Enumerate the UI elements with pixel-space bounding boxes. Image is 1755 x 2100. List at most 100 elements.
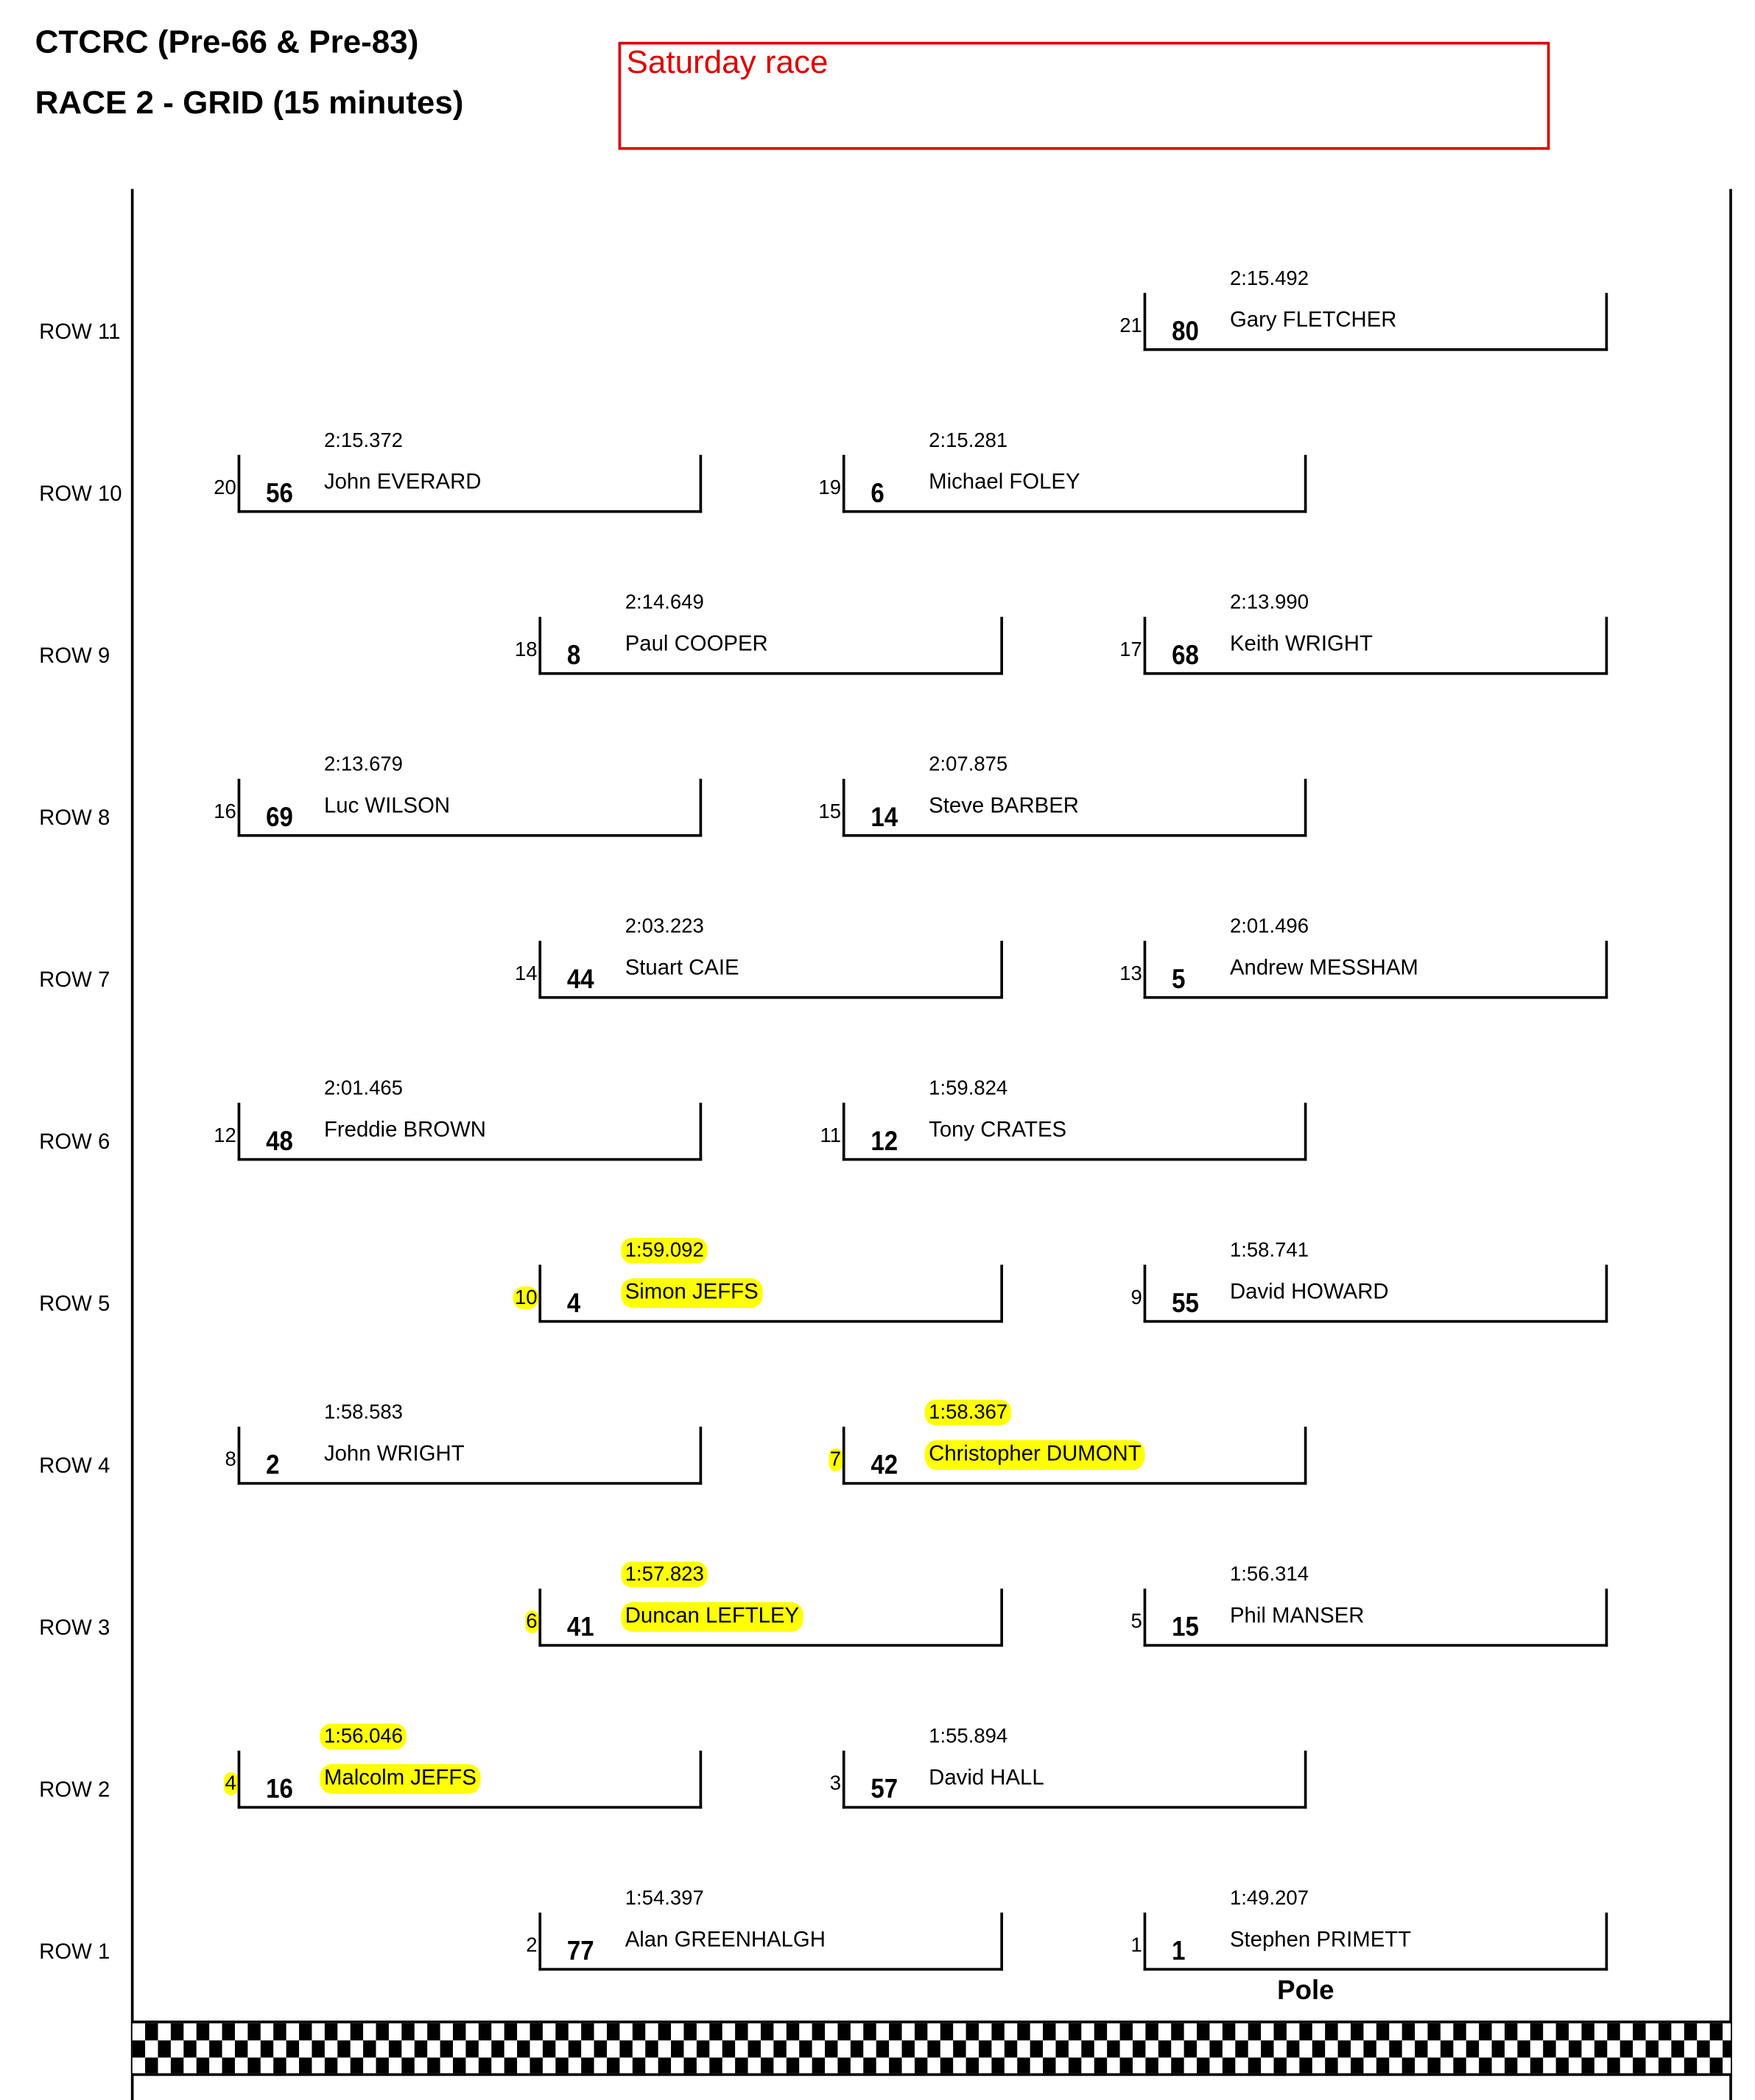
car-number: 42: [871, 1451, 898, 1481]
lap-time: 2:01.465: [323, 1077, 403, 1100]
grid-position: 11: [820, 1124, 842, 1148]
car-number: 69: [266, 803, 293, 834]
grid-position: 15: [818, 800, 842, 824]
grid-slot: 15 14 2:07.875 Steve BARBER: [818, 753, 1307, 837]
pole-label: Pole: [1277, 1976, 1334, 2006]
row-label: ROW 1: [39, 1940, 110, 1965]
driver-name: Malcolm JEFFS: [320, 1763, 481, 1794]
driver-name: Duncan LEFTLEY: [621, 1602, 803, 1632]
grid-slot: 10 4 1:59.092 Simon JEFFS: [513, 1237, 1003, 1323]
driver-name: John EVERARD: [323, 471, 482, 494]
grid-slot: 9 55 1:58.741 David HOWARD: [1131, 1239, 1608, 1323]
grid-slot: 3 57 1:55.894 David HALL: [830, 1725, 1307, 1809]
lap-time: 1:58.741: [1229, 1238, 1309, 1262]
lap-time: 1:57.823: [621, 1561, 708, 1588]
grid-slot: 6 41 1:57.823 Duncan LEFTLEY: [524, 1561, 1003, 1647]
driver-name: David HOWARD: [1229, 1280, 1389, 1304]
grid-position: 18: [514, 638, 538, 662]
grid-slot: 14 44 2:03.223 Stuart CAIE: [515, 915, 1003, 999]
driver-name: Paul COOPER: [625, 633, 768, 656]
driver-name: Steve BARBER: [929, 794, 1079, 818]
lap-time: 2:15.372: [323, 429, 403, 453]
grid-position: 13: [1119, 962, 1142, 986]
car-number: 55: [1172, 1289, 1199, 1319]
lap-time: 2:15.281: [929, 429, 1008, 453]
lap-time: 2:13.679: [323, 753, 403, 777]
grid-slot: 16 69 2:13.679 Luc WILSON: [214, 753, 703, 837]
row-label: ROW 11: [39, 321, 121, 345]
row-label: ROW 6: [39, 1131, 110, 1155]
driver-name: Freddie BROWN: [323, 1118, 486, 1142]
grid-position: 4: [223, 1772, 238, 1796]
grid-position: 20: [214, 476, 236, 500]
grid-slot: 7 42 1:58.367 Christopher DUMONT: [828, 1399, 1307, 1485]
car-number: 5: [1172, 965, 1186, 995]
lap-time: 2:07.875: [929, 753, 1008, 777]
grid-slot: 2 77 1:54.397 Alan GREENHALGH: [526, 1887, 1003, 1971]
driver-name: Christopher DUMONT: [924, 1440, 1146, 1470]
lap-time: 1:59.092: [621, 1237, 708, 1264]
driver-name: Keith WRIGHT: [1229, 633, 1373, 656]
grid-slot: 11 12 1:59.824 Tony CRATES: [820, 1077, 1307, 1161]
grid-position: 14: [514, 962, 538, 986]
grid-position: 9: [1130, 1286, 1142, 1310]
grid-position: 12: [214, 1124, 236, 1148]
lap-time: 1:56.046: [320, 1723, 407, 1750]
row-label: ROW 2: [39, 1779, 110, 1803]
grid-slot: 4 16 1:56.046 Malcolm JEFFS: [223, 1723, 703, 1809]
driver-name: Luc WILSON: [323, 794, 451, 818]
grid-slot: 20 56 2:15.372 John EVERARD: [214, 429, 703, 513]
driver-name: Stuart CAIE: [625, 956, 739, 980]
row-label: ROW 8: [39, 807, 110, 831]
grid-position: 2: [526, 1934, 538, 1957]
driver-name: David HALL: [929, 1766, 1044, 1790]
grid-position: 1: [1130, 1934, 1142, 1957]
car-number: 4: [566, 1289, 581, 1319]
lap-time: 1:54.397: [625, 1886, 704, 1910]
grid-position: 3: [829, 1772, 842, 1796]
grid-position: 6: [524, 1610, 539, 1634]
car-number: 68: [1172, 641, 1199, 672]
driver-name: Gary FLETCHER: [1229, 309, 1397, 332]
car-number: 80: [1172, 317, 1199, 348]
grid-position: 21: [1119, 314, 1142, 338]
car-number: 77: [566, 1937, 594, 1967]
track-right-edge: [1729, 188, 1732, 2100]
car-number: 41: [566, 1613, 594, 1643]
grid-position: 19: [818, 476, 842, 500]
lap-time: 1:55.894: [929, 1724, 1008, 1748]
lap-time: 2:01.496: [1229, 915, 1309, 939]
car-number: 2: [266, 1451, 280, 1481]
car-number: 44: [566, 965, 594, 995]
row-label: ROW 7: [39, 969, 110, 993]
driver-name: Michael FOLEY: [929, 471, 1080, 494]
driver-name: Andrew MESSHAM: [1229, 956, 1418, 980]
car-number: 48: [266, 1127, 293, 1157]
driver-name: Alan GREENHALGH: [625, 1928, 826, 1952]
grid-slot: 21 80 2:15.492 Gary FLETCHER: [1119, 267, 1608, 351]
chequered-flag-line: [132, 2020, 1731, 2076]
race-title: RACE 2 - GRID (15 minutes): [35, 85, 464, 121]
grid-slot: 17 68 2:13.990 Keith WRIGHT: [1119, 591, 1608, 675]
grid-slot: 13 5 2:01.496 Andrew MESSHAM: [1119, 915, 1608, 999]
driver-name: Simon JEFFS: [621, 1278, 763, 1308]
lap-time: 2:13.990: [1229, 591, 1309, 615]
grid-slot: 19 6 2:15.281 Michael FOLEY: [818, 429, 1307, 513]
car-number: 14: [871, 803, 898, 834]
track-left-edge: [130, 188, 134, 2100]
car-number: 1: [1172, 1937, 1186, 1967]
driver-name: Phil MANSER: [1229, 1604, 1365, 1628]
row-label: ROW 4: [39, 1455, 110, 1479]
lap-time: 1:58.583: [323, 1400, 403, 1424]
row-label: ROW 5: [39, 1293, 110, 1317]
grid-position: 5: [1130, 1610, 1142, 1634]
grid-position: 10: [513, 1286, 539, 1310]
lap-time: 2:15.492: [1229, 267, 1309, 291]
lap-time: 1:58.367: [924, 1399, 1012, 1426]
lap-time: 1:56.314: [1229, 1562, 1309, 1586]
row-label: ROW 9: [39, 645, 110, 669]
notes-box: Saturday race: [618, 41, 1550, 150]
grid-position: 16: [214, 800, 236, 824]
car-number: 8: [566, 641, 581, 672]
series-title: CTCRC (Pre-66 & Pre-83): [35, 24, 419, 61]
